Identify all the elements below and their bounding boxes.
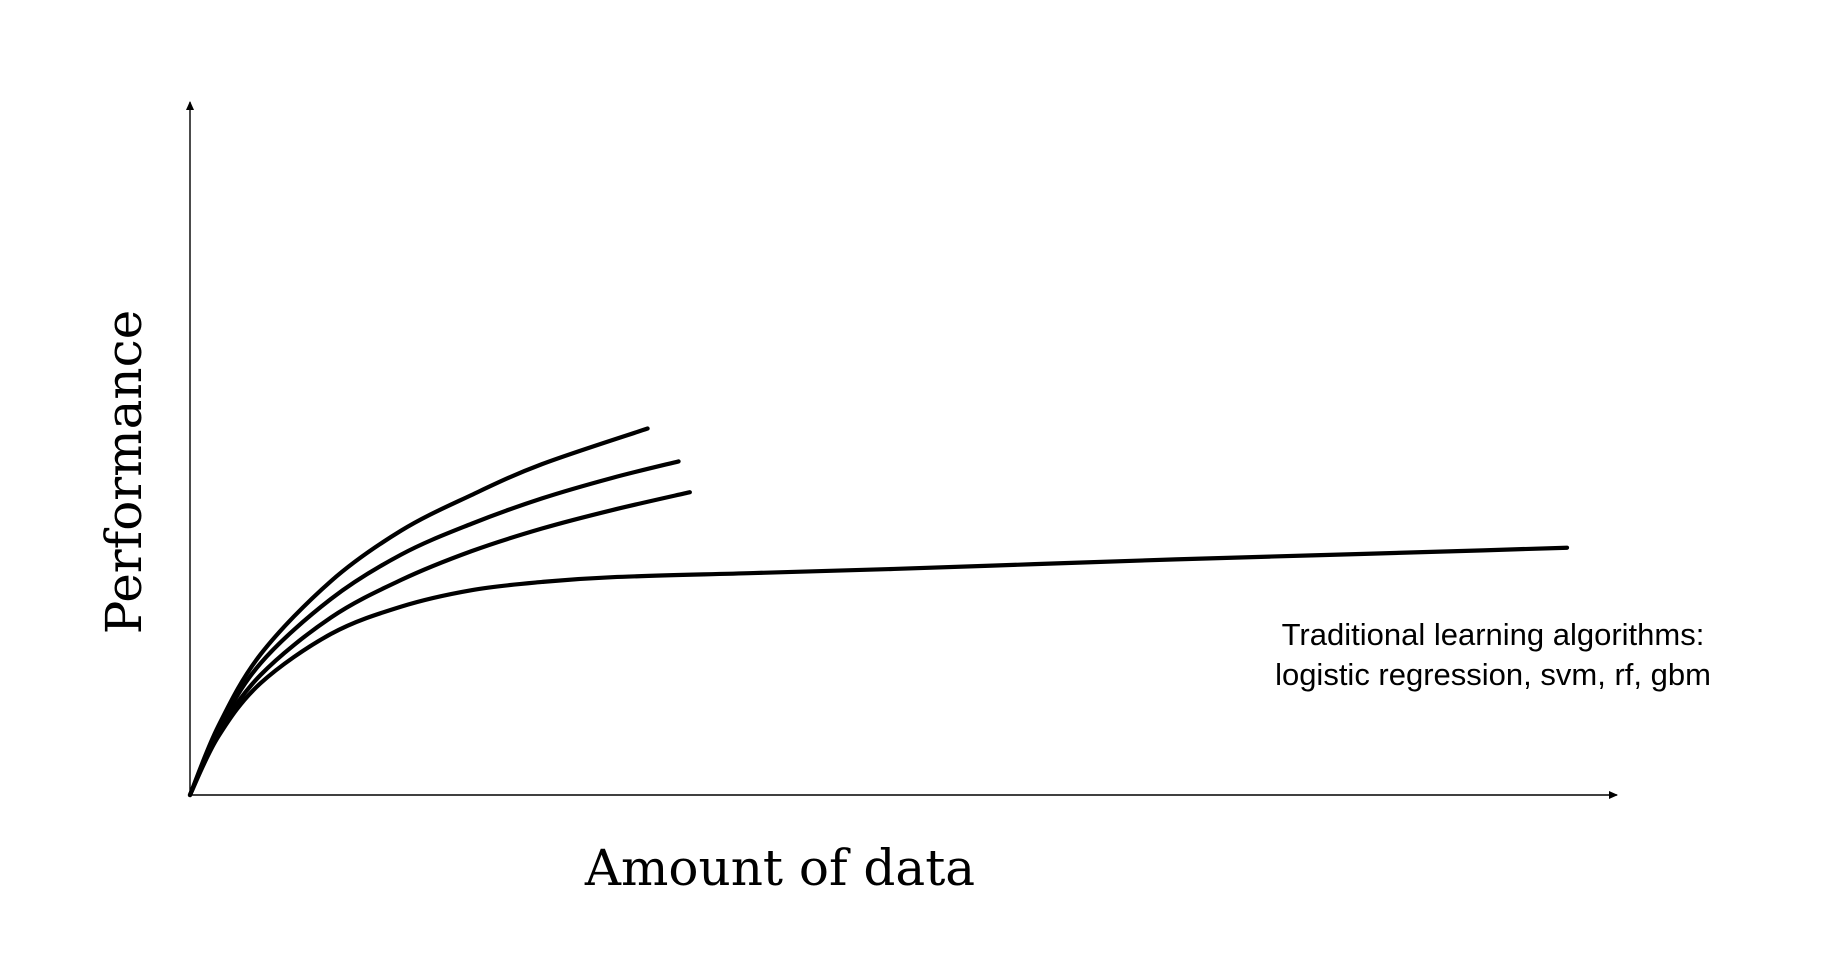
series-line-1 <box>187 426 650 798</box>
y-axis-label: Performance <box>95 310 153 634</box>
annotation-line-2: logistic regression, svm, rf, gbm <box>1275 657 1711 692</box>
annotation-line-1: Traditional learning algorithms: <box>1282 617 1705 652</box>
series-line-4 <box>187 545 1570 798</box>
series-layer <box>187 426 1570 798</box>
series-line-2 <box>187 459 681 798</box>
series-line-3 <box>187 490 692 798</box>
x-axis-label: Amount of data <box>584 839 975 897</box>
